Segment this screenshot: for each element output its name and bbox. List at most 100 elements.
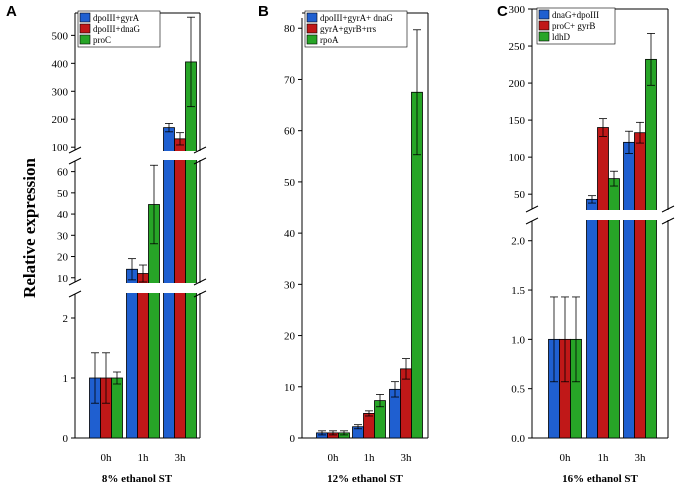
x-tick-label: 0h [560,452,572,464]
y-tick-label: 10 [57,273,69,285]
axis-break-mark [193,290,207,298]
y-tick-label: 50 [514,189,526,201]
bar [111,377,123,439]
y-tick-label: 200 [509,78,526,90]
x-tick-label: 0h [101,452,113,464]
y-tick-label: 80 [284,23,296,35]
y-tick-label: 1.5 [511,285,525,297]
legend-swatch [79,34,91,45]
legend-swatch [538,9,550,20]
axis-break-mark [525,217,539,225]
chart-panel-c: C 0.0 0.5 1.0 1.5 2.0 50 100 150 200 250 300 0h 1h 3h 1… [497,3,675,485]
chart-panel-b: B 0 10 20 30 40 50 60 70 80 0h 1h 3h 12% ethanol ST dp… [258,3,429,485]
bar [597,127,609,439]
axis-break-mark [193,146,207,154]
x-tick-label: 1h [364,452,376,464]
x-tick-label: 3h [635,452,647,464]
legend-label: dpoIII+gyrA+ dnaG [320,13,393,23]
bar [363,413,375,439]
legend-swatch [306,23,318,34]
bar [634,132,646,439]
y-tick-label: 100 [52,142,69,154]
y-tick-label: 2 [63,313,69,325]
legend-label: gyrA+gyrB+rrs [320,24,377,34]
y-tick-label: 70 [284,74,296,86]
y-tick-label: 400 [52,58,69,70]
y-tick-label: 2.0 [511,236,525,248]
x-tick-label: 3h [175,452,187,464]
y-tick-label: 300 [509,4,526,16]
y-tick-label: 10 [284,382,296,394]
axis-break-mark [193,157,207,165]
legend-label: ldhD [552,32,571,42]
y-tick-label: 20 [57,252,69,264]
chart-panel-a: A 0 1 2 10 20 30 40 50 60 100 200 300 400 500 0h 1h 3h8% … [6,3,207,485]
y-tick-label: 40 [57,209,69,221]
panel-label: C [497,3,508,20]
y-tick-label: 50 [57,188,69,200]
y-tick-label: 50 [284,177,296,189]
y-tick-label: 250 [509,41,526,53]
y-tick-label: 0.0 [511,433,525,445]
legend-label: rpoA [320,35,339,45]
axis-break-mark [68,146,82,154]
y-tick-label: 0 [290,433,296,445]
panel-label: B [258,3,269,20]
y-tick-label: 1 [63,373,69,385]
y-tick-label: 200 [52,114,69,126]
y-tick-label: 150 [509,115,526,127]
legend-box [536,7,616,45]
legend-label: dpoIII+gyrA [93,13,140,23]
y-tick-label: 500 [52,30,69,42]
legend-swatch [306,12,318,23]
bar [645,58,657,439]
bar [163,127,175,439]
bar [185,61,197,439]
y-tick-label: 40 [284,228,296,240]
axis-break-mark [193,278,207,286]
x-axis-label: 16% ethanol ST [562,473,638,485]
axis-break-mark [661,217,675,225]
x-tick-label: 3h [401,452,413,464]
legend-swatch [79,23,91,34]
axis-break-mark [68,157,82,165]
y-tick-label: 1.0 [511,334,525,346]
axis-break-mark [525,205,539,213]
y-tick-label: 60 [284,126,296,138]
legend-box [77,10,161,48]
y-tick-label: 30 [57,230,69,242]
axis-break-mark [661,205,675,213]
axis-break-mark [68,290,82,298]
axis-break-gap [67,283,202,293]
x-tick-label: 1h [138,452,150,464]
axis-break-gap [67,151,202,160]
bar [623,141,635,439]
bar [137,273,149,439]
y-tick-label: 30 [284,279,296,291]
x-tick-label: 0h [328,452,340,464]
y-tick-label: 0 [63,433,69,445]
legend-label: proC [93,35,111,45]
y-tick-label: 20 [284,331,296,343]
legend-swatch [79,12,91,23]
y-tick-label: 300 [52,86,69,98]
axis-break-mark [68,278,82,286]
x-axis-label: 8% ethanol ST [102,473,173,485]
legend-box [304,10,408,48]
legend-label: proC+ gyrB [552,21,595,31]
x-axis-label: 12% ethanol ST [327,473,403,485]
y-tick-label: 0.5 [511,384,525,396]
x-tick-label: 1h [598,452,610,464]
legend-swatch [538,31,550,42]
y-tick-label: 100 [509,152,526,164]
y-axis-title: Relative expression [20,157,39,297]
panel-label: A [6,3,17,20]
legend-swatch [538,20,550,31]
axis-break-gap [524,210,670,220]
legend-label: dnaG+dpoIII [552,10,599,20]
y-tick-label: 60 [57,167,69,179]
legend-label: dpoIII+dnaG [93,24,141,34]
